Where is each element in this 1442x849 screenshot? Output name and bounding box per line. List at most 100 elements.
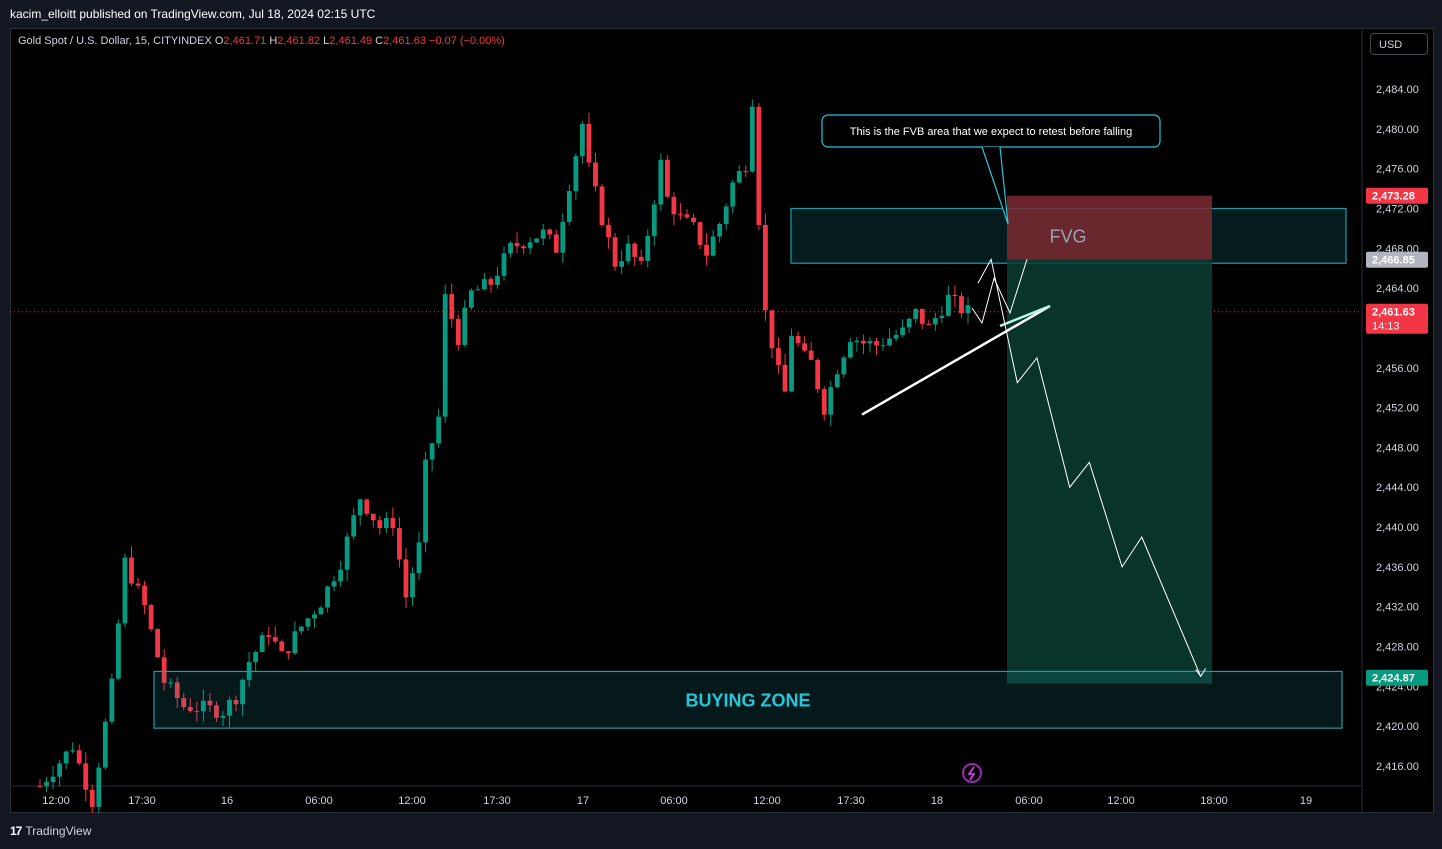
candle-body (861, 340, 866, 344)
candle-body (913, 308, 919, 319)
top-bar (0, 0, 1442, 28)
candle-body (455, 318, 461, 346)
candle-body (625, 243, 631, 262)
candle-body (723, 206, 729, 224)
candle-body (521, 246, 527, 249)
candle-body (789, 335, 794, 392)
open-label: O (214, 35, 224, 47)
candle-body (717, 223, 723, 237)
close-value: 2,461.63 (383, 35, 426, 47)
price-axis-label (1366, 251, 1428, 268)
x-tick-label: 16 (221, 795, 233, 807)
candle-body (325, 586, 330, 608)
y-tick-label: 2,472.00 (1376, 203, 1419, 215)
candle-body (678, 214, 683, 216)
candle-body (534, 238, 540, 243)
candle-body (514, 243, 520, 247)
price-chart[interactable]: 2,416.002,420.002,424.002,428.002,432.00… (10, 28, 1434, 813)
candle-body (227, 699, 232, 716)
candle-body (874, 341, 879, 346)
close-label: C (375, 35, 384, 47)
candle-body (599, 186, 605, 226)
x-tick-label: 12:00 (42, 795, 70, 807)
y-tick-label: 2,484.00 (1376, 84, 1419, 96)
candle-body (76, 750, 82, 764)
candle-body (220, 715, 226, 718)
candle-body (351, 515, 357, 537)
candle-body (279, 641, 285, 652)
candle-body (423, 459, 428, 543)
candle-body (867, 341, 873, 344)
buying-zone-label: BUYING ZONE (685, 690, 810, 710)
candle-body (782, 364, 788, 392)
candle-body (704, 244, 709, 256)
candle-body (501, 253, 507, 276)
symbol-label[interactable]: Gold Spot / U.S. Dollar, 15, CITYINDEX (18, 35, 212, 47)
candle-body (619, 261, 625, 267)
candle-body (959, 296, 964, 314)
projection-lead (971, 259, 1028, 325)
candle-body (854, 340, 860, 343)
take-profit-zone (1007, 259, 1212, 684)
price-axis-label (1366, 669, 1428, 686)
candle-body (802, 343, 808, 351)
tradingview-logo[interactable]: 17 TradingView (10, 824, 91, 838)
candle-body (83, 763, 89, 790)
candle-body (566, 191, 572, 222)
candle-body (207, 700, 213, 706)
candle-body (593, 162, 598, 187)
candle-body (828, 387, 834, 415)
candle-body (135, 583, 141, 586)
candle-body (168, 682, 174, 684)
candle-body (893, 334, 899, 339)
candle-body (116, 623, 121, 679)
candle-body (488, 279, 494, 285)
x-tick-label: 17:30 (128, 795, 156, 807)
candle-body (403, 559, 409, 598)
candle-body (161, 657, 167, 683)
candle-body (612, 237, 618, 267)
candle-body (776, 348, 781, 365)
change-value: −0.07 (−0.00%) (429, 35, 505, 47)
candle-body (357, 499, 363, 516)
candle-body (370, 513, 376, 521)
candle-body (89, 789, 95, 807)
candle-body (919, 308, 925, 324)
candle-body (155, 629, 161, 658)
candle-body (259, 635, 265, 652)
candle-body (410, 573, 415, 598)
open-value: 2,461.71 (223, 35, 267, 47)
y-tick-label: 2,448.00 (1376, 442, 1419, 454)
tradingview-logo-icon: 17 (10, 824, 22, 838)
candle-body (129, 557, 134, 584)
y-tick-label: 2,432.00 (1376, 602, 1419, 614)
candle-body (847, 342, 853, 358)
candle-body (756, 106, 762, 225)
x-tick-label: 17:30 (483, 795, 511, 807)
candle-body (540, 229, 546, 239)
candle-body (429, 443, 435, 460)
candle-body (906, 318, 912, 328)
lightning-icon (962, 763, 982, 783)
candle-body (181, 698, 187, 708)
candle-body (638, 256, 644, 261)
candle-body (344, 536, 350, 570)
x-tick-label: 17 (577, 795, 589, 807)
candle-body (285, 651, 291, 654)
candle-body (70, 750, 76, 752)
y-tick-label: 2,440.00 (1376, 522, 1419, 534)
y-tick-label: 2,464.00 (1376, 283, 1419, 295)
x-tick-label: 06:00 (660, 795, 688, 807)
tradingview-logo-text: TradingView (25, 824, 92, 838)
candle-body (194, 711, 200, 713)
candle-body (664, 159, 670, 197)
candle-body (645, 235, 651, 261)
candle-body (606, 225, 611, 238)
currency-button[interactable]: USD (1370, 33, 1428, 55)
candle-body (364, 499, 370, 514)
annotation-text: This is the FVB area that we expect to r… (850, 126, 1132, 138)
y-tick-label: 2,444.00 (1376, 482, 1419, 494)
candle-body (57, 763, 63, 777)
candle-body (691, 217, 696, 223)
candle-body (795, 335, 801, 344)
